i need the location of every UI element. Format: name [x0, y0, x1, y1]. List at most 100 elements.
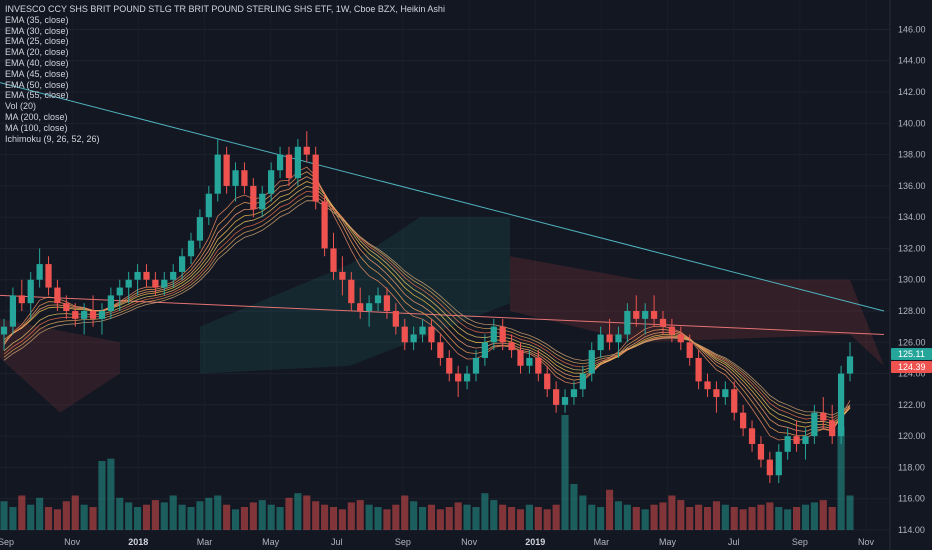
x-tick-label: Sep [792, 537, 808, 547]
candle-body [196, 217, 204, 241]
candle-body [677, 334, 684, 343]
volume-bar [721, 504, 729, 530]
volume-bar [668, 495, 676, 530]
volume-bar [240, 507, 249, 530]
indicator-item[interactable]: MA (200, close) [5, 111, 68, 122]
volume-bar [249, 502, 257, 530]
volume-bar [819, 500, 827, 530]
volume-bar [44, 507, 53, 530]
volume-bar [285, 497, 293, 530]
volume-bar [392, 504, 400, 530]
candle-body [268, 170, 275, 194]
candle-body [339, 271, 346, 280]
volume-bar [53, 509, 61, 530]
volume-bar [401, 495, 409, 530]
candle-body [303, 146, 310, 155]
candle-body [642, 311, 649, 319]
candle-body [45, 264, 52, 288]
candle-body [579, 373, 586, 390]
candle-body [820, 412, 827, 421]
candle-body [463, 373, 471, 382]
candle-body [695, 357, 702, 382]
candle-body [686, 342, 693, 358]
symbol-title[interactable]: INVESCO CCY SHS BRIT POUND STLG TR BRIT … [5, 4, 445, 14]
volume-bar [418, 507, 427, 530]
y-tick-label: 128.00 [898, 306, 926, 316]
indicator-item[interactable]: EMA (35, close) [5, 14, 69, 25]
y-tick-label: 114.00 [898, 525, 925, 535]
candle-body [499, 326, 506, 343]
candle-body [18, 295, 25, 304]
last-price-badge [891, 348, 932, 360]
volume-bar [659, 502, 667, 530]
x-tick-label: 2019 [525, 537, 545, 547]
y-tick-label: 142.00 [898, 87, 926, 97]
candle-body [544, 373, 551, 390]
indicator-item[interactable]: Vol (20) [5, 101, 37, 112]
indicator-item[interactable]: EMA (45, close) [5, 68, 69, 79]
volume-bar [0, 501, 8, 530]
volume-bar [62, 501, 70, 530]
indicator-item[interactable]: EMA (50, close) [5, 79, 69, 90]
candle-body [624, 311, 631, 335]
volume-bar [499, 504, 507, 530]
candle-body [811, 412, 818, 437]
volume-bars [0, 415, 854, 530]
candle-body [802, 436, 809, 444]
cloud-bullish [200, 217, 510, 374]
volume-bar [36, 497, 44, 530]
volume-bar [258, 500, 266, 530]
volume-bar [214, 495, 222, 530]
volume-bar [472, 507, 480, 530]
volume-bar [80, 504, 88, 530]
volume-bar [445, 507, 453, 530]
volume-bar [463, 504, 471, 530]
volume-bar [828, 507, 836, 530]
candle-body [481, 342, 489, 358]
candle-body [766, 459, 773, 476]
price-axis[interactable]: 146.00 144.00 142.00 140.00 138.00 136.00 134.… [898, 24, 926, 535]
indicator-item[interactable]: EMA (40, close) [5, 57, 69, 68]
volume-bar [579, 495, 587, 530]
candle-body [89, 311, 97, 319]
candle-body [161, 279, 168, 288]
candle-body [294, 146, 301, 179]
volume-bar [436, 509, 444, 530]
indicator-item[interactable]: EMA (30, close) [5, 25, 69, 36]
y-tick-label: 120.00 [898, 431, 926, 441]
candle-body [392, 311, 399, 327]
indicator-item[interactable]: MA (100, close) [5, 122, 68, 133]
candle-body [455, 373, 462, 382]
candle-body [54, 287, 61, 304]
candlesticks [0, 131, 854, 484]
ema-line [3, 181, 851, 428]
indicator-item[interactable]: Ichimoku (9, 26, 52, 26) [5, 133, 100, 144]
indicator-list: EMA (35, close) EMA (30, close) EMA (25, c… [5, 15, 445, 145]
candle-body [0, 326, 8, 335]
volume-bar [160, 502, 168, 530]
volume-bar [508, 507, 516, 530]
ema-line [3, 166, 851, 441]
volume-bar [748, 507, 756, 530]
candle-body [214, 154, 221, 194]
ema-lines [3, 166, 851, 441]
x-tick-label: May [262, 537, 280, 547]
candle-body [9, 295, 17, 327]
candle-body [134, 271, 141, 280]
volume-bar [766, 502, 774, 530]
volume-bar [490, 500, 498, 530]
time-axis[interactable]: Sep Nov 2018 Mar May Jul Sep Nov 2019 Mar May Jul Se… [0, 537, 874, 547]
candle-body [526, 357, 533, 366]
indicator-item[interactable]: EMA (55, close) [5, 90, 69, 101]
candle-body [837, 373, 845, 437]
indicator-item[interactable]: EMA (25, close) [5, 36, 69, 47]
ma200-line [0, 82, 885, 312]
volume-bar [187, 507, 195, 530]
volume-bar [98, 461, 106, 530]
candle-body [650, 311, 658, 319]
indicator-item[interactable]: EMA (20, close) [5, 47, 69, 58]
price-labels: 125.11 124.39 [891, 348, 932, 373]
volume-bar [632, 507, 640, 530]
x-tick-label: Nov [64, 537, 81, 547]
